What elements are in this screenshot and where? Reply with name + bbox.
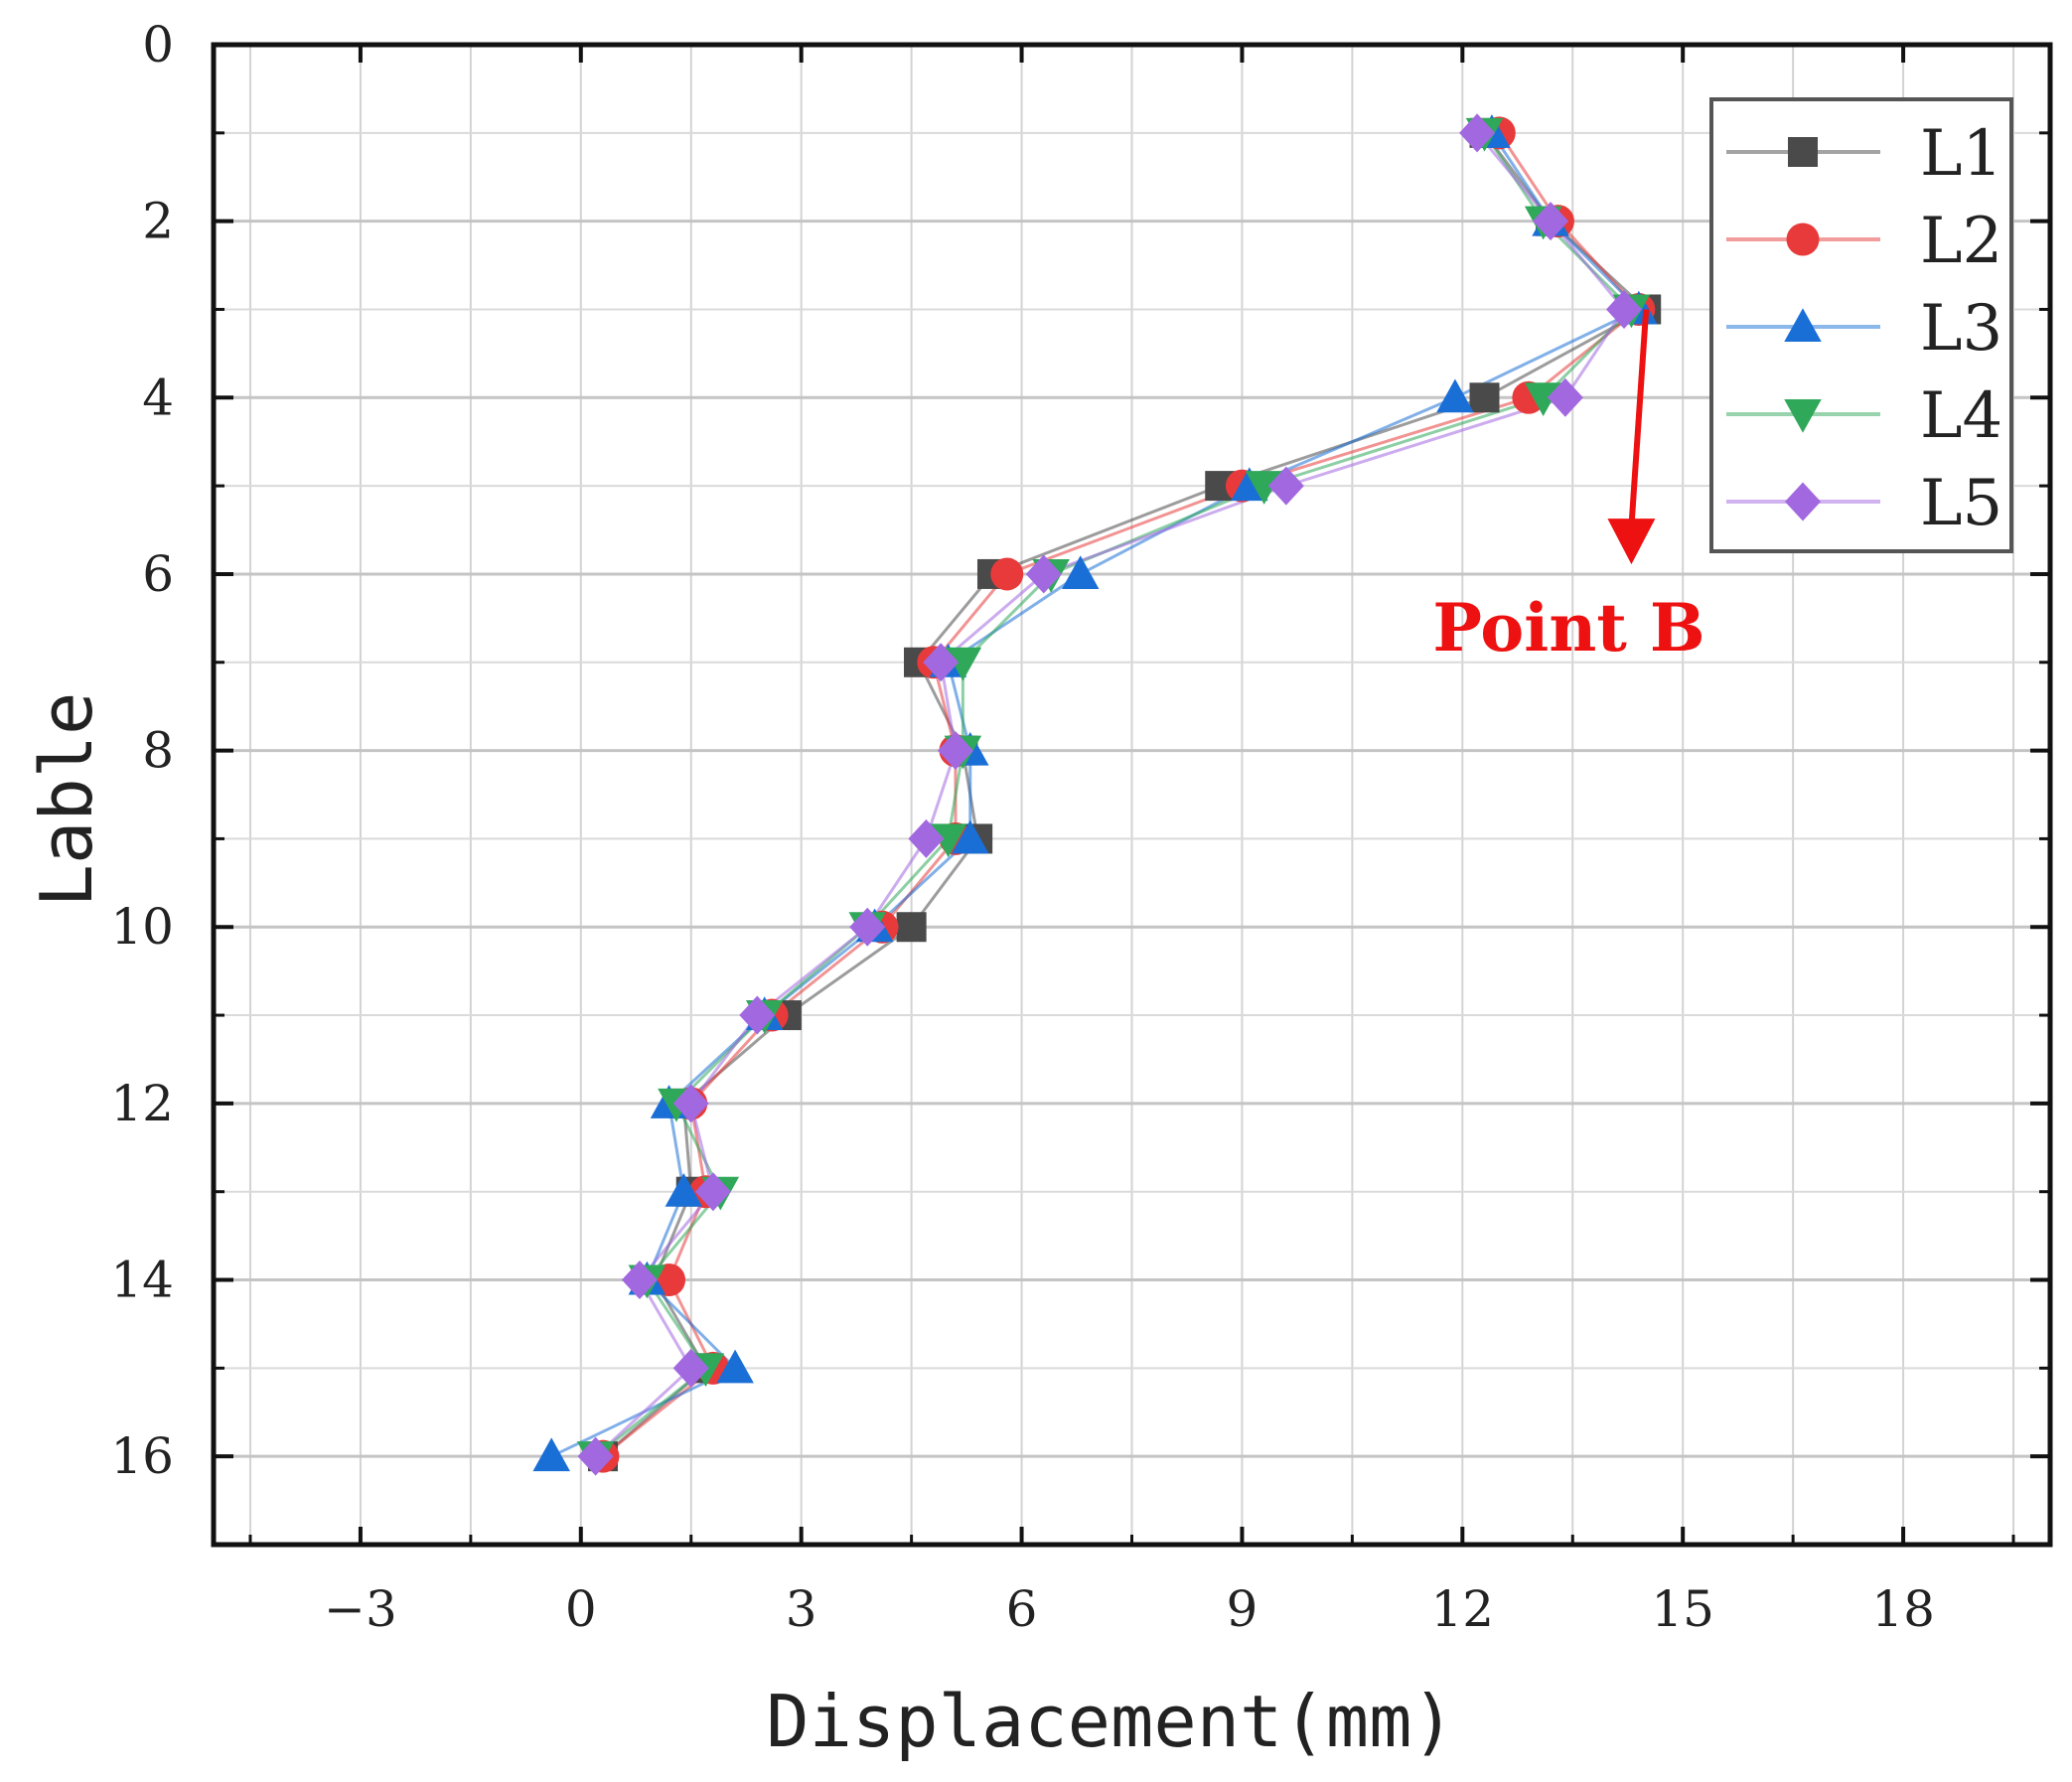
- y-tick-label: 10: [110, 898, 174, 956]
- data-point-l4: [1524, 382, 1562, 417]
- x-tick-label: 3: [786, 1580, 817, 1638]
- data-point-l5: [1025, 554, 1062, 594]
- data-point-l5: [672, 1084, 709, 1123]
- y-tick-label: 16: [110, 1427, 174, 1485]
- legend-label: L1: [1920, 117, 2002, 191]
- data-point-l5: [1459, 113, 1496, 153]
- data-point-l1: [896, 912, 927, 943]
- legend-marker: [1788, 137, 1818, 167]
- series-line-l5: [594, 131, 1626, 1458]
- axes: −3 0 3 6 9 12 15 18 0 2 4 6 8 10 12 14 16: [110, 16, 2053, 1638]
- data-point-l2: [990, 557, 1024, 591]
- data-point-l5: [621, 1261, 658, 1300]
- legend-marker: [1786, 223, 1820, 256]
- annotation-label: Point B: [1432, 589, 1704, 667]
- legend-marker: [1785, 482, 1821, 521]
- series-line-l4: [594, 131, 1634, 1458]
- series-line-l3: [550, 131, 1642, 1458]
- legend-label: L5: [1920, 467, 2002, 540]
- legend-label: L4: [1920, 379, 2002, 453]
- x-tick-label: 15: [1651, 1580, 1714, 1638]
- y-tick-label: 0: [142, 16, 174, 74]
- x-tick-label: 18: [1871, 1580, 1935, 1638]
- data-point-l5: [937, 731, 973, 771]
- x-axis-title: Displacement(mm): [766, 1680, 1455, 1763]
- annotation-arrow-head: [1607, 519, 1656, 565]
- legend-label: L2: [1920, 205, 2002, 278]
- legend: L1 L2 L3 L4 L5: [1709, 97, 2013, 553]
- data-point-l5: [1267, 466, 1304, 506]
- data-point-l5: [672, 1348, 709, 1388]
- x-tick-label: 9: [1227, 1580, 1258, 1638]
- y-axis-title: Lable: [25, 692, 108, 908]
- data-point-l3: [1061, 555, 1100, 589]
- y-tick-label: 12: [110, 1075, 174, 1132]
- data-point-l3: [1436, 378, 1474, 413]
- x-tick-label: 12: [1431, 1580, 1495, 1638]
- x-tick-label: 0: [565, 1580, 597, 1638]
- data-point-l3: [716, 1349, 754, 1384]
- data-point-l5: [1547, 377, 1583, 417]
- y-tick-label: 14: [110, 1252, 174, 1309]
- annotation-group: Point B: [1432, 309, 1705, 667]
- data-point-l3: [532, 1437, 570, 1472]
- data-point-l5: [694, 1172, 731, 1212]
- x-tick-label: 6: [1006, 1580, 1038, 1638]
- data-point-l5: [1533, 202, 1569, 241]
- data-point-l5: [849, 907, 886, 947]
- data-point-l5: [577, 1436, 614, 1476]
- y-tick-label: 4: [142, 369, 174, 426]
- data-point-l4: [944, 647, 982, 681]
- x-tick-label: −3: [324, 1580, 397, 1638]
- annotation-arrow-shaft: [1628, 309, 1650, 527]
- y-tick-label: 2: [142, 193, 174, 250]
- data-point-l5: [908, 818, 945, 858]
- legend-label: L3: [1920, 292, 2002, 366]
- data-point-l4: [929, 823, 967, 858]
- y-tick-label: 6: [142, 545, 174, 603]
- data-point-l5: [923, 643, 960, 682]
- series-group: [532, 113, 1662, 1476]
- data-point-l3: [952, 819, 989, 854]
- data-point-l3: [665, 1172, 703, 1207]
- data-point-l1: [1469, 382, 1500, 413]
- legend-marker: [1784, 399, 1822, 433]
- data-point-l5: [1606, 289, 1643, 329]
- data-point-l4: [1245, 471, 1283, 505]
- legend-marker: [1784, 308, 1822, 342]
- data-point-l5: [739, 995, 776, 1035]
- y-tick-label: 8: [142, 722, 174, 780]
